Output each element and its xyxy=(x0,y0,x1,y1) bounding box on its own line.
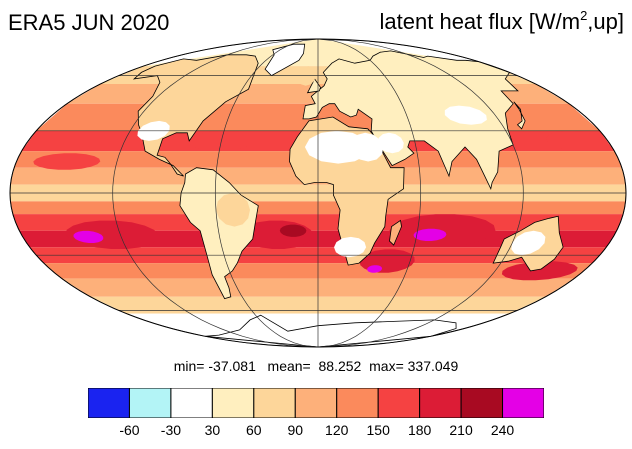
colorbar-swatch xyxy=(460,388,504,418)
colorbar-tick-label: 90 xyxy=(287,422,304,438)
land-patch xyxy=(334,236,367,258)
max-value: 337.049 xyxy=(407,358,459,374)
colorbar-swatch xyxy=(211,388,255,418)
land-patch xyxy=(401,74,454,95)
colorbar-swatch xyxy=(170,388,213,418)
flux-hotspot xyxy=(33,153,101,170)
land-patch xyxy=(444,105,487,125)
colorbar-swatch xyxy=(294,388,338,418)
flux-hotspot xyxy=(501,261,578,281)
land-patch xyxy=(377,132,404,154)
min-value: -37.081 xyxy=(208,358,256,374)
colorbar-tick-label: 30 xyxy=(204,422,221,438)
continent-outline xyxy=(513,101,526,130)
colorbar-tick-label: 60 xyxy=(246,422,262,438)
colorbar-tick-label: 210 xyxy=(449,422,473,438)
colorbar-swatch xyxy=(336,388,379,418)
colorbar-swatch xyxy=(88,388,130,418)
colorbar-swatch xyxy=(128,388,172,418)
statistics-line: min= -37.081 mean= 88.252 max= 337.049 xyxy=(0,358,632,374)
variable-title-suffix: ,up] xyxy=(587,9,624,34)
flux-hotspot xyxy=(73,230,104,243)
colorbar-swatch xyxy=(419,388,462,418)
colorbar-swatch xyxy=(377,388,421,418)
continent-outline xyxy=(306,78,321,94)
mean-value: 88.252 xyxy=(318,358,362,374)
land-patch xyxy=(350,132,384,162)
colorbar-swatch xyxy=(253,388,296,418)
land-patch xyxy=(216,193,250,227)
colorbar-tick-label: -60 xyxy=(119,422,140,438)
max-label: max= xyxy=(369,358,404,374)
flux-hotspot xyxy=(413,228,447,241)
mean-label: mean= xyxy=(267,358,311,374)
colorbar-tick-label: 150 xyxy=(366,422,390,438)
flux-hotspot xyxy=(546,130,606,151)
continent-outline xyxy=(302,50,519,191)
variable-title-exponent: 2 xyxy=(580,8,588,23)
continent-outline xyxy=(389,219,402,246)
colorbar-tick-label: 240 xyxy=(490,422,515,438)
flux-hotspot xyxy=(367,265,382,273)
continent-outline xyxy=(132,54,259,177)
globe-outline xyxy=(9,38,627,348)
colorbar-tick-label: -30 xyxy=(160,422,182,438)
colorbar-swatch xyxy=(502,388,544,418)
land-patch xyxy=(511,230,546,256)
variable-title: latent heat flux [W/m2,up] xyxy=(380,8,624,35)
flux-hotspot xyxy=(279,224,307,237)
variable-title-prefix: latent heat flux [W/m xyxy=(379,9,581,34)
colorbar xyxy=(88,388,544,418)
dataset-title: ERA5 JUN 2020 xyxy=(8,10,170,35)
min-label: min= xyxy=(173,358,205,374)
colorbar-tick-label: 180 xyxy=(407,422,432,438)
colorbar-tick-label: 120 xyxy=(325,422,349,438)
